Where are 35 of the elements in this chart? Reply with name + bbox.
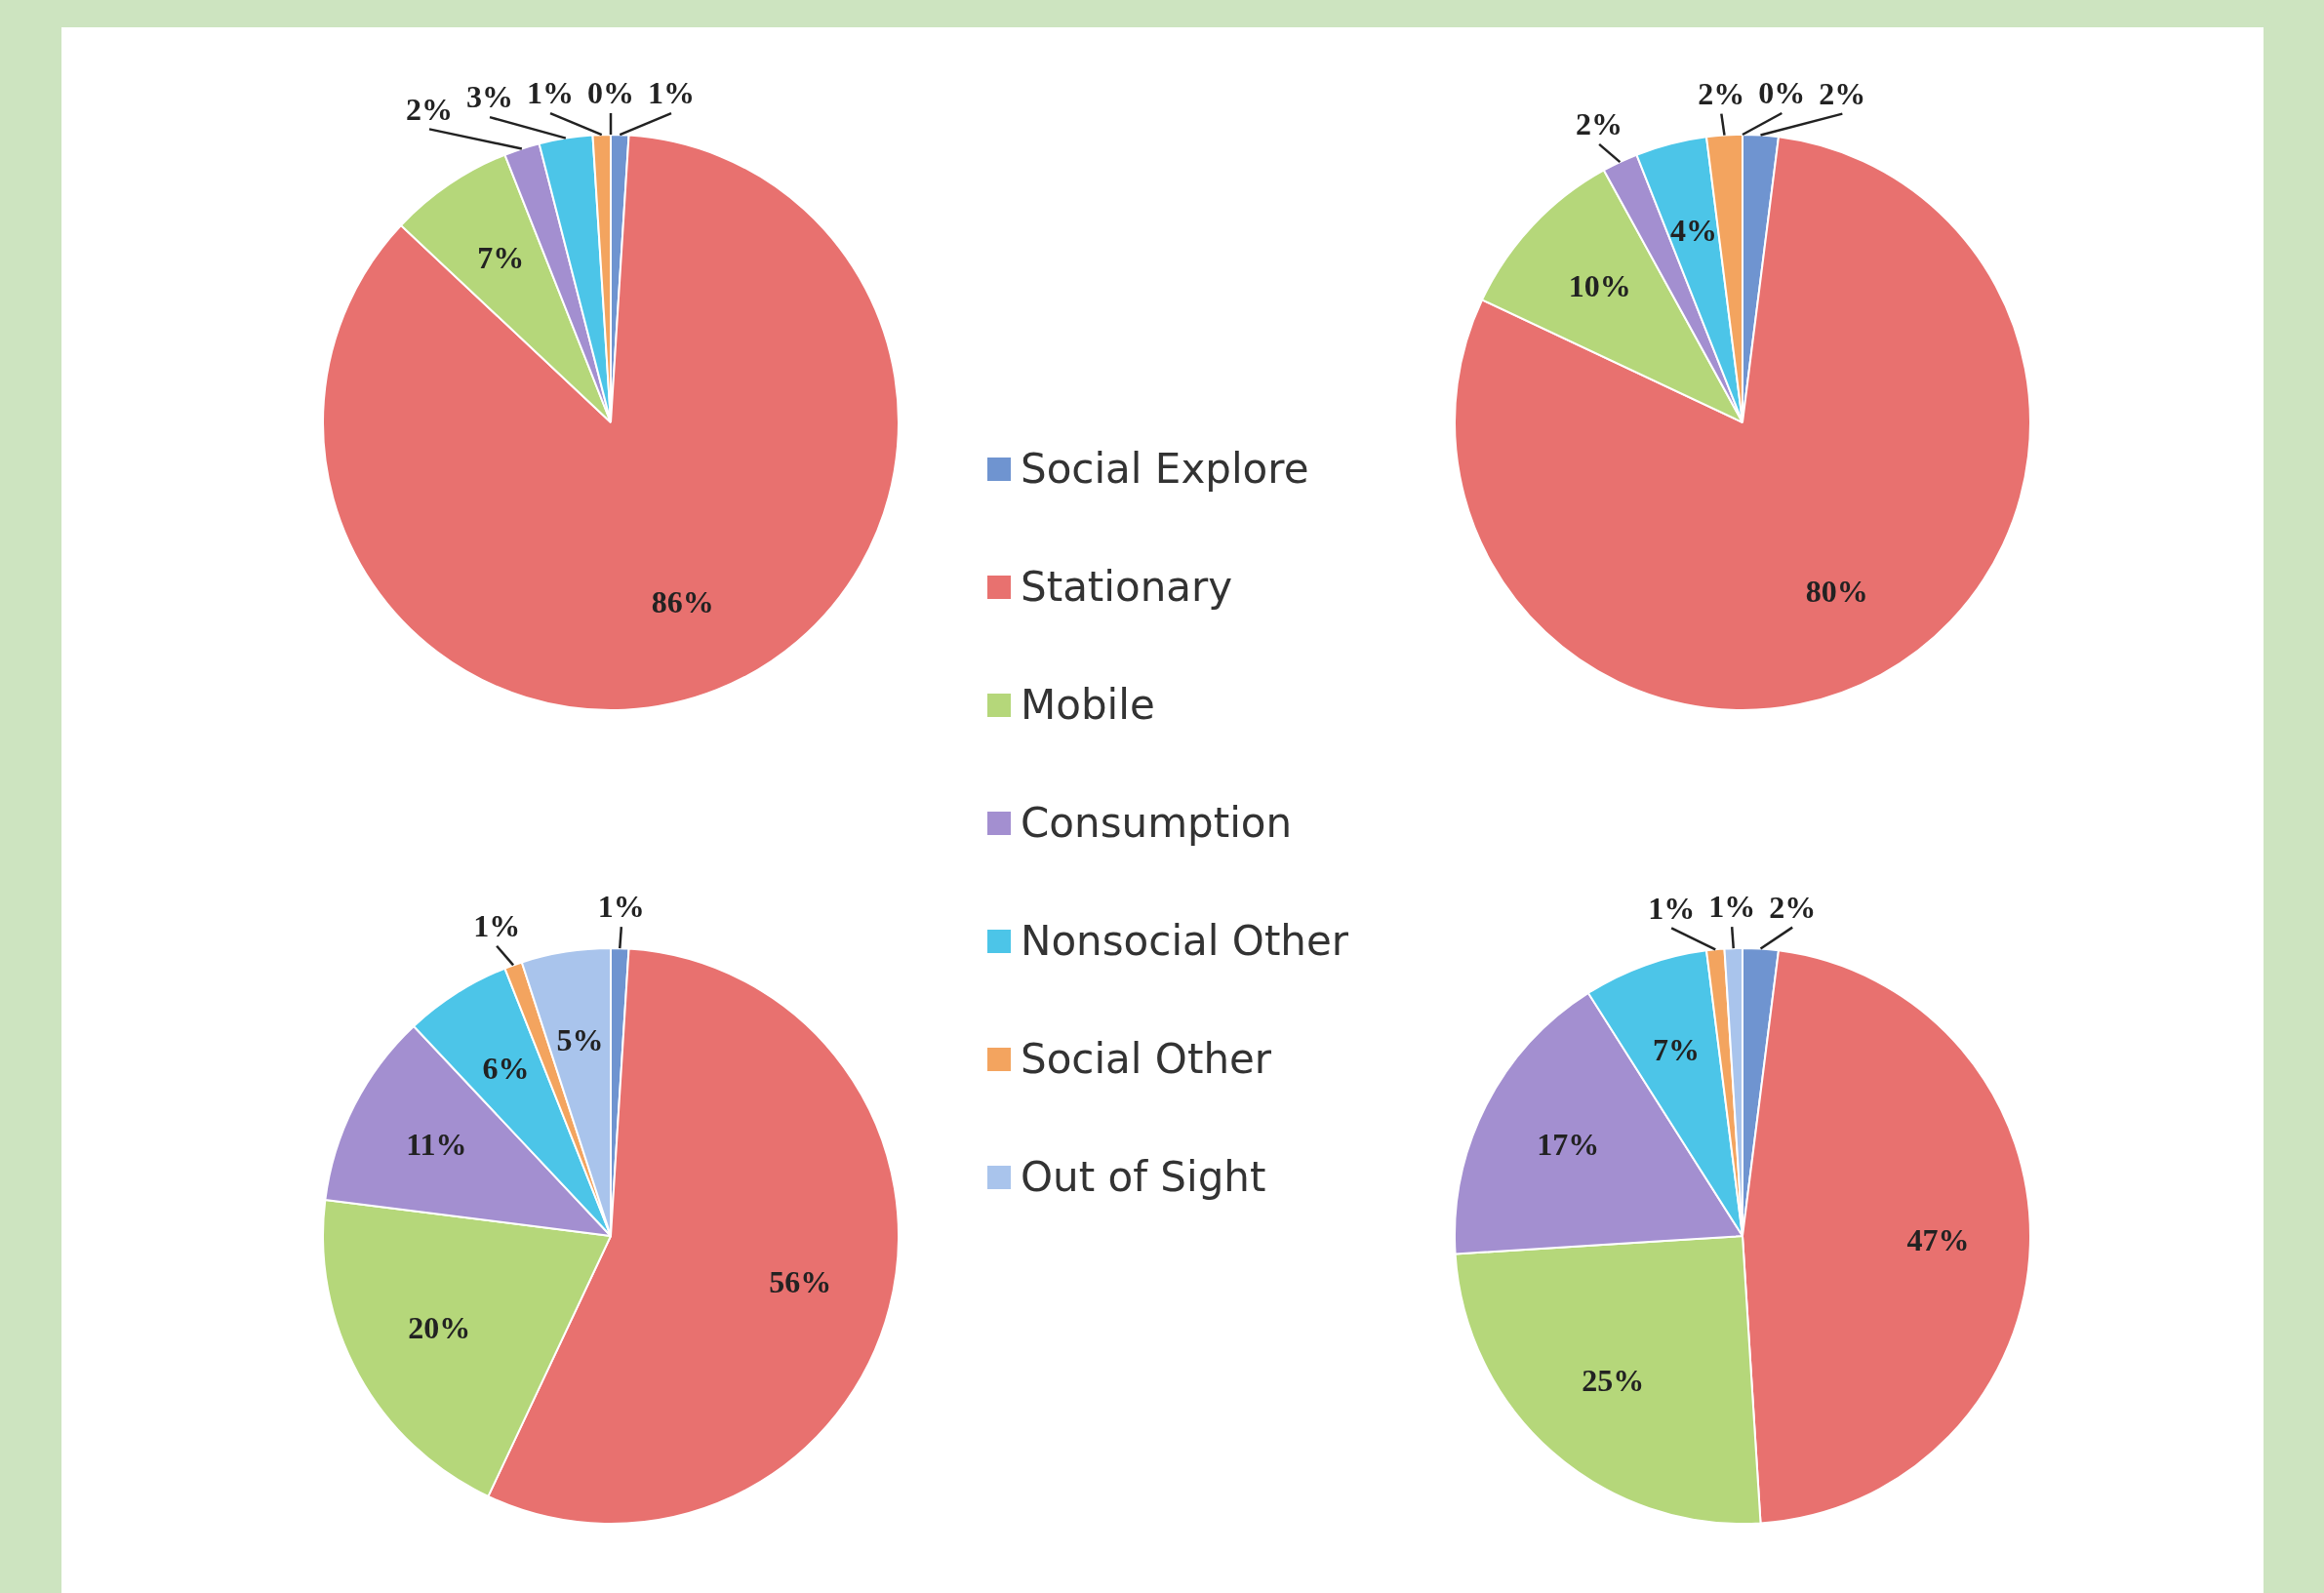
data-label: 4% [1670,212,1718,248]
data-label: 20% [408,1309,471,1345]
data-label: 1% [597,889,645,925]
data-label: 2% [1698,75,1745,111]
data-label: 6% [482,1050,530,1086]
text: 0% [1758,75,1806,111]
data-label: 5% [556,1022,604,1058]
legend-label: Mobile [1021,681,1155,729]
data-label: 2% [406,91,453,127]
data-label: 7% [477,240,525,276]
data-label: 17% [1537,1127,1600,1163]
data-label: 2% [1576,106,1623,142]
text: 0% [587,75,634,111]
data-label: 3% [466,79,513,115]
data-label: 7% [1653,1031,1701,1067]
legend-label: Social Explore [1021,445,1309,493]
legend-label: Out of Sight [1021,1153,1266,1201]
data-label: 56% [769,1264,832,1300]
legend-label: Stationary [1021,563,1233,611]
legend-label: Nonsocial Other [1021,917,1349,965]
data-label: 25% [1582,1362,1645,1398]
legend-label: Consumption [1021,799,1293,847]
data-label: 2% [1769,889,1817,925]
data-label: 86% [651,583,714,619]
data-label: 2% [1819,75,1866,111]
data-label: 10% [1568,267,1631,303]
data-label: 11% [406,1127,467,1163]
data-label: 47% [1906,1221,1970,1257]
data-label: 1% [1648,890,1696,926]
legend-label: Social Other [1021,1035,1272,1083]
data-label: 1% [527,75,574,111]
data-label: 1% [473,908,521,944]
data-label: 80% [1805,574,1868,610]
data-label: 1% [1708,889,1756,925]
data-label: 1% [648,75,695,111]
